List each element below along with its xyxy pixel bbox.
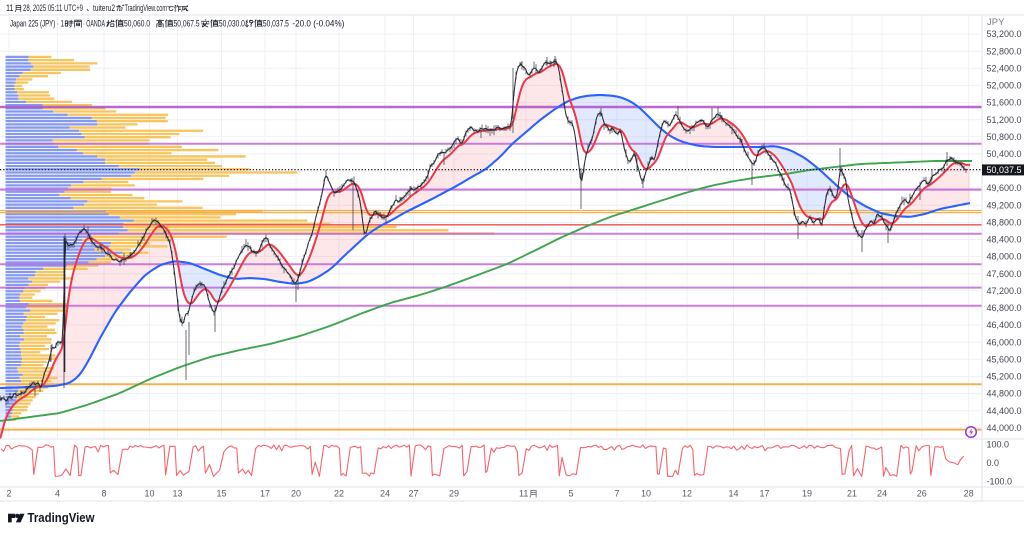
svg-text:tuiteru2: tuiteru2 bbox=[93, 3, 115, 13]
svg-text:50,400.0: 50,400.0 bbox=[987, 149, 1022, 159]
svg-text:26: 26 bbox=[917, 489, 927, 499]
svg-text:21: 21 bbox=[847, 489, 857, 499]
svg-text:48,800.0: 48,800.0 bbox=[987, 217, 1022, 227]
svg-text:51,600.0: 51,600.0 bbox=[987, 98, 1022, 108]
svg-text:50,030.0: 50,030.0 bbox=[219, 19, 245, 30]
svg-text:50,060.0: 50,060.0 bbox=[124, 19, 150, 30]
svg-text:17: 17 bbox=[260, 489, 270, 499]
svg-text:-20.0 (-0.04%): -20.0 (-0.04%) bbox=[292, 19, 344, 30]
svg-text:· OANDA: · OANDA bbox=[83, 19, 105, 30]
svg-text:46,000.0: 46,000.0 bbox=[987, 337, 1022, 347]
svg-text:19: 19 bbox=[802, 489, 812, 499]
svg-text:Japan 225 (JPY) · 1: Japan 225 (JPY) · 1 bbox=[10, 19, 64, 30]
svg-text:28, 2025 05:11 UTC+9: 28, 2025 05:11 UTC+9 bbox=[23, 3, 83, 13]
svg-text:46,800.0: 46,800.0 bbox=[987, 303, 1022, 313]
svg-text:48,400.0: 48,400.0 bbox=[987, 235, 1022, 245]
svg-text:7: 7 bbox=[614, 489, 619, 499]
svg-text:10: 10 bbox=[641, 489, 651, 499]
svg-text:11: 11 bbox=[519, 489, 528, 499]
svg-text:45,600.0: 45,600.0 bbox=[987, 354, 1022, 364]
svg-text:46,400.0: 46,400.0 bbox=[987, 320, 1022, 330]
svg-text:52,400.0: 52,400.0 bbox=[987, 63, 1022, 73]
svg-text:29: 29 bbox=[449, 489, 459, 499]
svg-text:JPY: JPY bbox=[987, 17, 1005, 28]
svg-text:44,000.0: 44,000.0 bbox=[987, 423, 1022, 433]
svg-text:12: 12 bbox=[682, 489, 692, 499]
svg-text:13: 13 bbox=[172, 489, 182, 499]
svg-text:-100.0: -100.0 bbox=[987, 477, 1013, 487]
svg-text:TradingView.com: TradingView.com bbox=[125, 3, 168, 13]
svg-text:14: 14 bbox=[728, 489, 738, 499]
svg-text:TradingView: TradingView bbox=[28, 511, 95, 525]
svg-text:44,400.0: 44,400.0 bbox=[987, 406, 1022, 416]
svg-text:47,600.0: 47,600.0 bbox=[987, 269, 1022, 279]
svg-text:44,800.0: 44,800.0 bbox=[987, 389, 1022, 399]
svg-text:51,200.0: 51,200.0 bbox=[987, 115, 1022, 125]
svg-text:50,037.5: 50,037.5 bbox=[263, 19, 289, 30]
svg-text:49,600.0: 49,600.0 bbox=[987, 183, 1022, 193]
svg-text:22: 22 bbox=[334, 489, 344, 499]
svg-text:0.0: 0.0 bbox=[987, 458, 1000, 468]
svg-text:24: 24 bbox=[380, 489, 390, 499]
svg-text:11: 11 bbox=[6, 3, 14, 13]
svg-text:4: 4 bbox=[55, 489, 60, 499]
svg-text:24: 24 bbox=[877, 489, 887, 499]
svg-text:15: 15 bbox=[216, 489, 226, 499]
svg-text:48,000.0: 48,000.0 bbox=[987, 252, 1022, 262]
svg-text:50,067.5: 50,067.5 bbox=[174, 19, 200, 30]
svg-text:100.0: 100.0 bbox=[987, 440, 1010, 450]
svg-text:53,200.0: 53,200.0 bbox=[987, 29, 1022, 39]
svg-text:50,037.5: 50,037.5 bbox=[987, 165, 1022, 175]
svg-text:47,200.0: 47,200.0 bbox=[987, 286, 1022, 296]
svg-text:20: 20 bbox=[291, 489, 301, 499]
svg-text:5: 5 bbox=[568, 489, 573, 499]
svg-text:27: 27 bbox=[408, 489, 418, 499]
svg-text:2: 2 bbox=[6, 489, 11, 499]
svg-text:10: 10 bbox=[144, 489, 154, 499]
svg-text:49,200.0: 49,200.0 bbox=[987, 200, 1022, 210]
svg-text:28: 28 bbox=[964, 489, 974, 499]
svg-text:8: 8 bbox=[101, 489, 106, 499]
svg-text:52,800.0: 52,800.0 bbox=[987, 46, 1022, 56]
svg-text:45,200.0: 45,200.0 bbox=[987, 372, 1022, 382]
svg-text:50,800.0: 50,800.0 bbox=[987, 132, 1022, 142]
svg-text:52,000.0: 52,000.0 bbox=[987, 81, 1022, 91]
svg-text:17: 17 bbox=[759, 489, 769, 499]
